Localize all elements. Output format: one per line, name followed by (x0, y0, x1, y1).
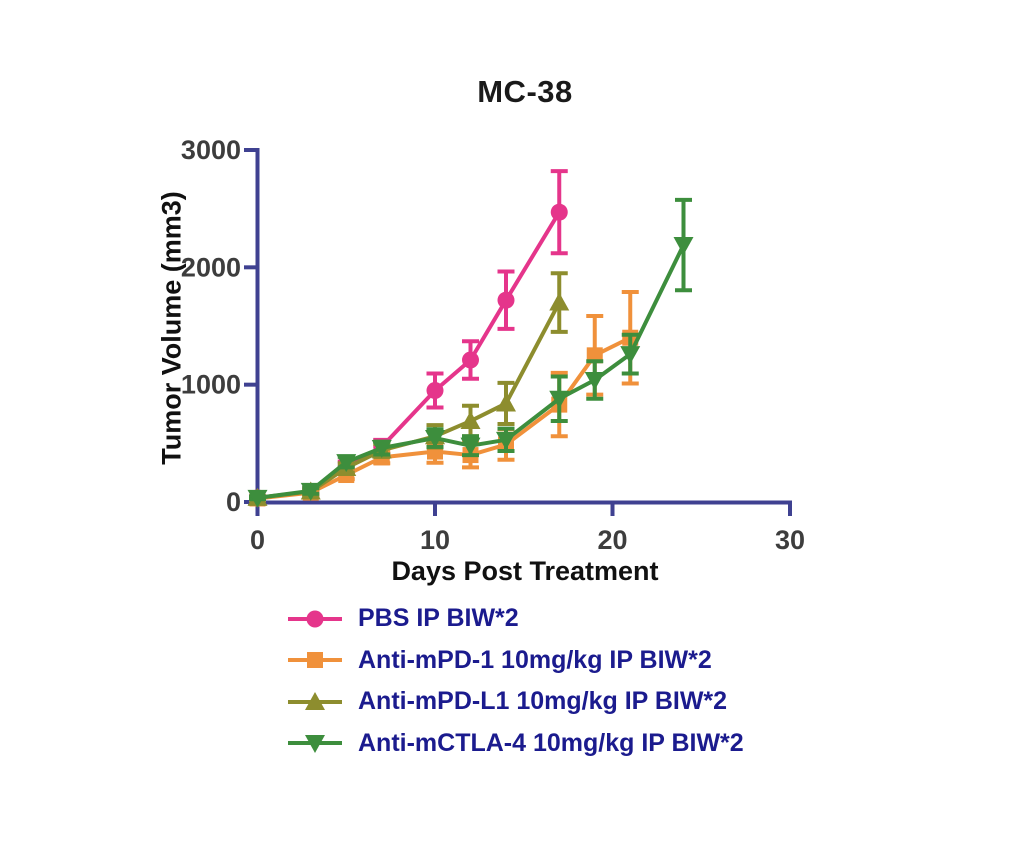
x-axis-label: Days Post Treatment (391, 556, 659, 586)
anti-mctla4-marker (620, 346, 641, 365)
anti-mctla4-marker (673, 237, 694, 256)
series-anti-mpdl1 (247, 271, 570, 506)
anti-mctla4-marker (425, 430, 445, 449)
anti-mctla4-marker (584, 371, 605, 390)
anti-mpd1-legend-marker-icon (288, 652, 342, 669)
anti-mpd1-line (257, 335, 632, 501)
anti-mctla4-marker (549, 390, 570, 409)
anti-mpdl1-marker (460, 411, 481, 430)
anti-mctla4-legend-marker (305, 735, 325, 754)
anti-mpd1-legend-marker (307, 652, 323, 669)
anti-mctla4-marker (496, 431, 516, 450)
legend-label: Anti-mCTLA-4 10mg/kg IP BIW*2 (358, 728, 744, 757)
chart-title: MC-38 (477, 74, 573, 109)
anti-mpdl1-marker (496, 393, 516, 412)
anti-mctla4-marker (247, 489, 268, 508)
x-tick-label: 0 (250, 525, 265, 555)
x-tick-label: 30 (775, 525, 805, 555)
legend-item-anti-mctla4: Anti-mCTLA-4 10mg/kg IP BIW*2 (286, 723, 744, 765)
x-tick-label: 20 (597, 525, 627, 555)
y-tick-label: 0 (226, 487, 241, 517)
series-anti-mctla4 (247, 197, 694, 508)
y-tick-label: 2000 (181, 252, 241, 282)
pbs-marker (550, 203, 568, 221)
pbs-legend-marker (306, 610, 324, 628)
anti-mctla4-marker (460, 437, 481, 456)
legend-item-pbs: PBS IP BIW*2 (286, 598, 744, 640)
legend: PBS IP BIW*2 Anti-mPD-1 10mg/kg IP BIW*2 A… (286, 598, 744, 764)
anti-mpdl1-legend-marker (305, 691, 325, 710)
anti-mctla4-marker (336, 454, 357, 473)
legend-label: PBS IP BIW*2 (358, 604, 519, 633)
axes (244, 148, 792, 516)
legend-item-anti-mpdl1: Anti-mPD-L1 10mg/kg IP BIW*2 (286, 681, 744, 723)
legend-label: Anti-mPD-1 10mg/kg IP BIW*2 (358, 645, 712, 674)
pbs-marker (426, 382, 444, 400)
pbs-marker (497, 291, 515, 309)
y-tick-label: 3000 (181, 135, 241, 165)
pbs-marker (462, 351, 479, 369)
tumor-volume-line-chart: 0 1000 2000 3000 0 10 20 30 (181, 135, 805, 555)
anti-mpdl1-line (257, 301, 562, 500)
y-tick-label: 1000 (181, 370, 241, 400)
anti-mctla4-legend-marker-icon (288, 735, 342, 754)
anti-mpdl1-legend-marker-icon (288, 691, 342, 710)
series-anti-mpd1 (249, 289, 639, 507)
anti-mpdl1-marker (549, 292, 570, 311)
legend-label: Anti-mPD-L1 10mg/kg IP BIW*2 (358, 687, 728, 716)
x-tick-label: 10 (420, 525, 450, 555)
anti-mctla4-marker (371, 440, 392, 459)
pbs-legend-marker-icon (288, 610, 342, 628)
tick-labels: 0 1000 2000 3000 0 10 20 30 (181, 135, 805, 555)
legend-item-anti-mpd1: Anti-mPD-1 10mg/kg IP BIW*2 (286, 640, 744, 682)
anti-mctla4-marker (300, 482, 321, 501)
